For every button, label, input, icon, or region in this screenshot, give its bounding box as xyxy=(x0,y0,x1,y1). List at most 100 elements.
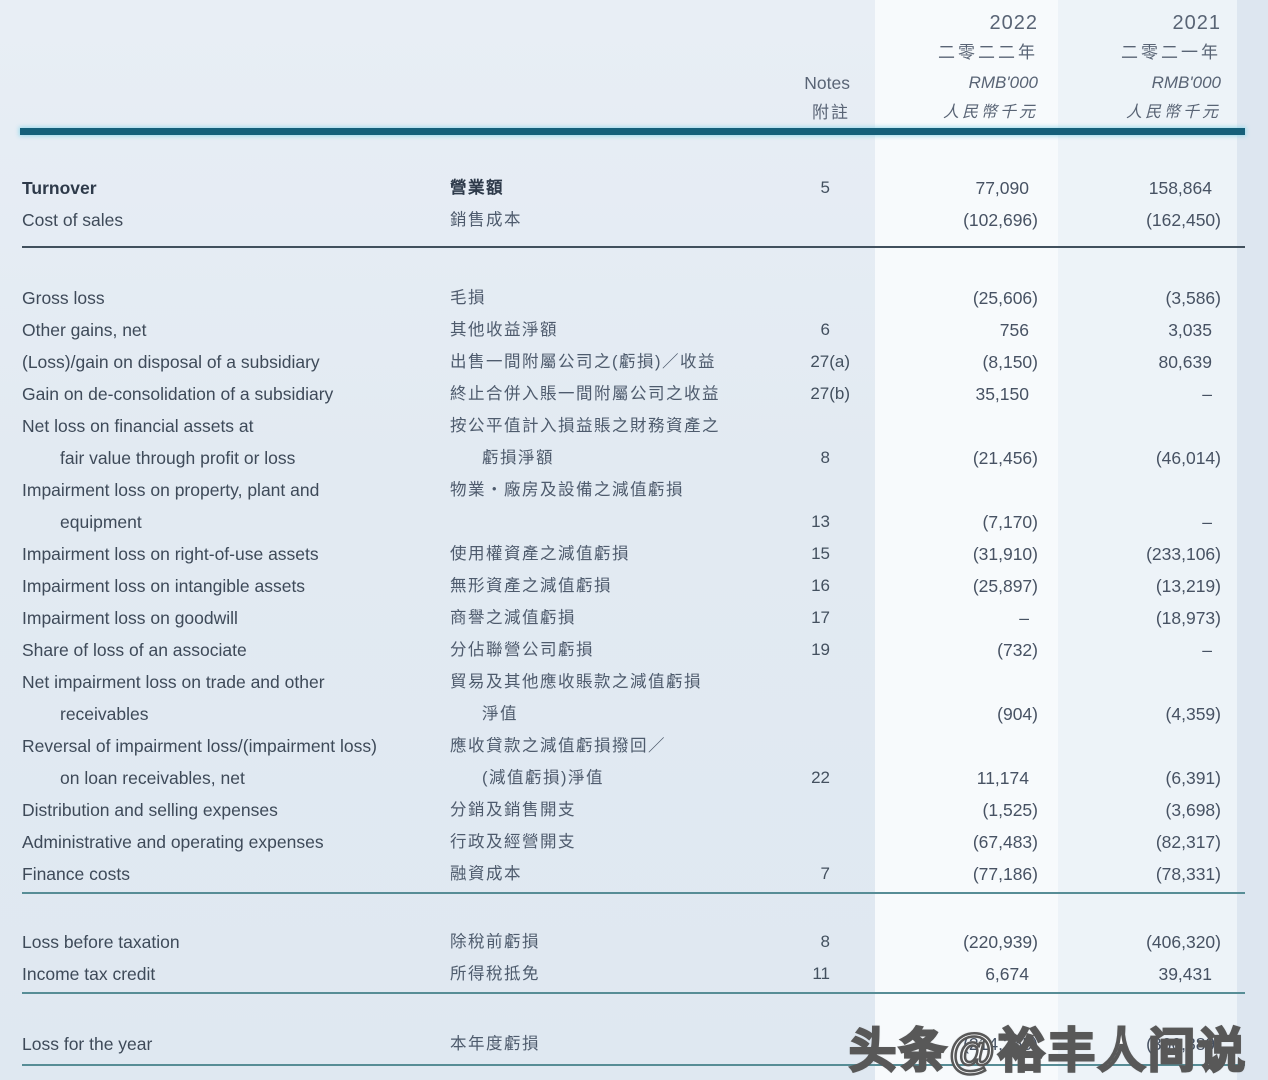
row-note: 27(a) xyxy=(810,352,850,371)
row-note xyxy=(750,410,850,442)
row-label-zh: 淨值 xyxy=(482,705,518,723)
row-label-en: fair value through profit or loss xyxy=(60,448,296,468)
row-note xyxy=(750,698,850,730)
row-label-zh: 貿易及其他應收賬款之減值虧損 xyxy=(450,673,702,691)
row-value-2021: – xyxy=(1202,512,1212,532)
year-2021-zh: 二零二一年 xyxy=(1121,43,1221,62)
row-note xyxy=(750,282,850,314)
row-value-2021: (366,889) xyxy=(1146,1034,1221,1054)
table-row: receivables 淨值 (904) (4,359) xyxy=(0,698,1268,730)
row-label-en: Cost of sales xyxy=(22,210,124,230)
row-note: 11 xyxy=(812,964,830,983)
row-value-2022: (7,170) xyxy=(982,512,1038,532)
row-label-en: Administrative and operating expenses xyxy=(22,832,324,852)
row-spacer xyxy=(0,248,1268,282)
table-row: Loss for the year 本年度虧損 (214,265) (366,889) xyxy=(0,1028,1268,1060)
row-label-zh: 分銷及銷售開支 xyxy=(450,801,576,819)
table-row: Net impairment loss on trade and other 貿易… xyxy=(0,666,1268,698)
row-label-en: Impairment loss on goodwill xyxy=(22,608,238,628)
row-value-2022: (904) xyxy=(997,704,1038,724)
row-note: 15 xyxy=(811,544,830,563)
table-row: Administrative and operating expenses 行政及… xyxy=(0,826,1268,858)
table-row: Cost of sales 銷售成本 (102,696) (162,450) xyxy=(0,204,1268,236)
row-value-2021 xyxy=(1038,474,1221,506)
row-label-zh: 使用權資產之減值虧損 xyxy=(450,545,630,563)
divider-line xyxy=(22,246,1245,248)
row-value-2022: (25,606) xyxy=(972,288,1038,308)
row-note: 22 xyxy=(811,768,830,787)
unit-2022-zh: 人民幣千元 xyxy=(942,104,1038,121)
row-label-zh: 融資成本 xyxy=(450,865,522,883)
row-label-en: Income tax credit xyxy=(22,964,156,984)
watermark-text: 头条@裕丰人间说 xyxy=(848,1023,1248,1079)
row-label-zh: 虧損淨額 xyxy=(482,449,554,467)
row-value-2022: (102,696) xyxy=(963,210,1038,230)
row-label-zh: 無形資產之減值虧損 xyxy=(450,577,612,595)
table-row: Distribution and selling expenses 分銷及銷售開支… xyxy=(0,794,1268,826)
row-label-zh: 物業・廠房及設備之減值虧損 xyxy=(450,481,684,499)
divider-line xyxy=(22,1064,1245,1066)
row-note: 27(b) xyxy=(810,384,850,403)
row-label-en: Gross loss xyxy=(22,288,105,308)
row-label-en: Turnover xyxy=(22,178,97,198)
divider-line xyxy=(22,892,1245,894)
row-value-2021: (406,320) xyxy=(1146,932,1221,952)
table-header: Notes 附註 2022 二零二二年 RMB'000 人民幣千元 2021 二… xyxy=(0,0,1268,128)
row-label-en: Net impairment loss on trade and other xyxy=(22,672,325,692)
row-value-2021: (233,106) xyxy=(1146,544,1221,564)
row-label-en: Reversal of impairment loss/(impairment … xyxy=(22,736,377,756)
row-value-2021: (162,450) xyxy=(1146,210,1221,230)
table-row: on loan receivables, net (減值虧損)淨值 22 11,174… xyxy=(0,762,1268,794)
row-value-2022: 77,090 xyxy=(975,178,1029,198)
header-rule-bar xyxy=(20,128,1245,135)
row-label-zh: (減值虧損)淨值 xyxy=(482,769,604,787)
row-value-2022: 6,674 xyxy=(985,964,1029,984)
row-label-zh: 商譽之減值虧損 xyxy=(450,609,576,627)
row-label-zh: 按公平值計入損益賬之財務資產之 xyxy=(450,417,720,435)
row-label-zh: 除稅前虧損 xyxy=(450,933,540,951)
row-value-2021: (82,317) xyxy=(1155,832,1221,852)
column-stripe-2021 xyxy=(1058,0,1237,1080)
row-value-2022: (214,265) xyxy=(963,1034,1038,1054)
table-row: Gross loss 毛損 (25,606) (3,586) xyxy=(0,282,1268,314)
table-row: Turnover 營業額 5 77,090 158,864 xyxy=(0,172,1268,204)
row-label-en: (Loss)/gain on disposal of a subsidiary xyxy=(22,352,320,372)
row-label-en: Other gains, net xyxy=(22,320,147,340)
table-row: Impairment loss on property, plant and 物業… xyxy=(0,474,1268,506)
row-label-en: Loss for the year xyxy=(22,1034,153,1054)
row-label-zh: 行政及經營開支 xyxy=(450,833,576,851)
year-2021: 2021 xyxy=(1172,12,1221,34)
row-value-2022: (31,910) xyxy=(972,544,1038,564)
row-value-2022: (67,483) xyxy=(972,832,1038,852)
row-label-en: Impairment loss on property, plant and xyxy=(22,480,320,500)
table-row: Finance costs 融資成本 7 (77,186) (78,331) xyxy=(0,858,1268,890)
row-note: 16 xyxy=(811,576,830,595)
row-label-zh: 銷售成本 xyxy=(450,211,522,229)
row-value-2021: 158,864 xyxy=(1148,178,1212,198)
header-notes-column: Notes 附註 xyxy=(804,68,850,128)
row-value-2021: 3,035 xyxy=(1168,320,1212,340)
row-note: 19 xyxy=(811,640,830,659)
row-label-en: Impairment loss on intangible assets xyxy=(22,576,306,596)
row-value-2022: (77,186) xyxy=(972,864,1038,884)
row-value-2021: – xyxy=(1202,384,1212,404)
row-value-2022: 35,150 xyxy=(975,384,1029,404)
row-note xyxy=(750,826,850,858)
row-note: 17 xyxy=(811,608,830,627)
row-note xyxy=(750,730,850,762)
row-label-en: on loan receivables, net xyxy=(60,768,245,788)
table-row: Impairment loss on right-of-use assets 使用… xyxy=(0,538,1268,570)
row-value-2022: (220,939) xyxy=(963,932,1038,952)
row-value-2021: (3,586) xyxy=(1165,288,1221,308)
row-label-zh: 所得稅抵免 xyxy=(450,965,540,983)
table-body: Turnover 營業額 5 77,090 158,864 Cost of sales 銷售… xyxy=(0,172,1268,1066)
notes-label-zh: 附註 xyxy=(812,103,850,122)
row-note: 5 xyxy=(820,178,830,197)
table-row: Gain on de-consolidation of a subsidiary… xyxy=(0,378,1268,410)
right-margin-stripe xyxy=(1237,0,1268,1080)
row-value-2021 xyxy=(1038,666,1221,698)
divider-line xyxy=(22,992,1245,994)
row-label-zh: 營業額 xyxy=(450,179,504,197)
row-label-zh xyxy=(450,506,750,538)
